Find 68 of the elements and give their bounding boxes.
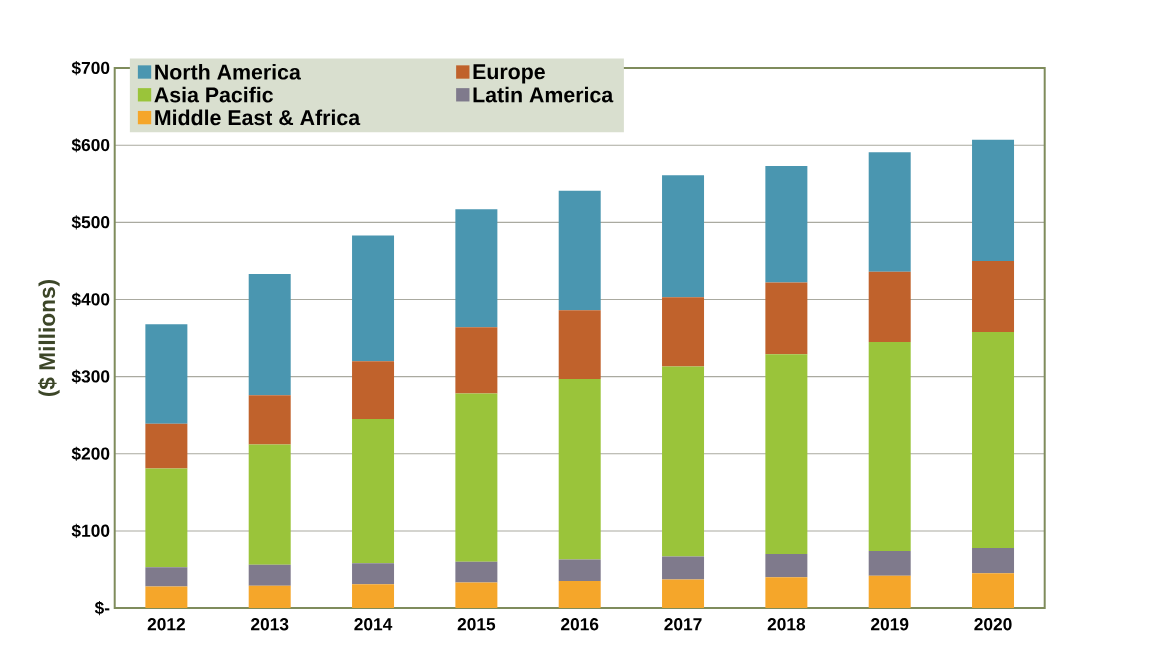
x-tick-label: 2020 bbox=[974, 618, 1012, 631]
bar bbox=[352, 563, 395, 585]
y-tick-label: $- bbox=[94, 600, 110, 616]
bar bbox=[352, 419, 395, 564]
y-tick-label: $500 bbox=[71, 215, 110, 230]
bar bbox=[352, 584, 395, 609]
bar bbox=[558, 559, 601, 582]
bar bbox=[662, 366, 705, 557]
bar bbox=[868, 341, 911, 551]
bar bbox=[868, 575, 911, 609]
bar bbox=[248, 564, 291, 586]
bar bbox=[145, 423, 188, 469]
x-tick-label: 2014 bbox=[354, 618, 393, 631]
x-tick-label: 2013 bbox=[251, 618, 289, 631]
bar bbox=[145, 468, 188, 568]
bar bbox=[558, 310, 601, 379]
y-tick-label: $400 bbox=[71, 292, 110, 307]
legend-label: Europe bbox=[473, 64, 545, 84]
bar bbox=[145, 324, 188, 424]
x-tick-label: 2015 bbox=[457, 618, 496, 631]
x-tick-label: 2012 bbox=[147, 618, 185, 631]
bar bbox=[765, 282, 808, 355]
legend-label: Latin America bbox=[473, 86, 614, 103]
bar bbox=[765, 577, 808, 609]
bar bbox=[455, 327, 498, 394]
bar bbox=[868, 271, 911, 342]
y-tick-label: $100 bbox=[71, 523, 110, 539]
legend-label: North America bbox=[155, 63, 301, 80]
y-tick-label: $700 bbox=[71, 61, 110, 76]
x-tick-label: 2018 bbox=[767, 618, 806, 631]
legend-label: Asia Pacific bbox=[154, 86, 273, 103]
bar bbox=[248, 444, 291, 565]
bar bbox=[248, 395, 291, 445]
y-axis-title: ($ Millions) bbox=[38, 280, 60, 397]
legend-label: Middle East & Africa bbox=[155, 109, 361, 126]
bar bbox=[248, 274, 291, 396]
bar bbox=[972, 573, 1015, 609]
bar bbox=[765, 354, 808, 555]
bar bbox=[868, 152, 911, 272]
x-tick-label: 2016 bbox=[561, 618, 599, 631]
bar bbox=[972, 139, 1015, 261]
y-tick-label: $600 bbox=[71, 138, 110, 153]
bar bbox=[662, 297, 705, 367]
bar bbox=[972, 260, 1015, 332]
bar bbox=[352, 235, 395, 362]
bar bbox=[455, 561, 498, 583]
bar bbox=[765, 554, 808, 578]
bar bbox=[558, 581, 601, 609]
bar bbox=[145, 586, 188, 609]
x-tick-label: 2019 bbox=[871, 618, 909, 631]
y-tick-label: $300 bbox=[71, 369, 110, 384]
bar bbox=[455, 393, 498, 562]
bar bbox=[455, 209, 498, 328]
bar bbox=[972, 547, 1015, 574]
bar bbox=[662, 556, 705, 580]
bar bbox=[248, 585, 291, 609]
x-tick-label: 2017 bbox=[664, 618, 702, 631]
bar bbox=[455, 582, 498, 609]
bar bbox=[558, 378, 601, 560]
bar bbox=[352, 361, 395, 420]
y-tick-label: $200 bbox=[71, 446, 110, 461]
bar bbox=[558, 190, 601, 311]
bar bbox=[765, 166, 808, 283]
bar bbox=[868, 550, 911, 576]
bar bbox=[662, 579, 705, 609]
bar bbox=[662, 175, 705, 298]
bar bbox=[145, 567, 188, 587]
bar bbox=[972, 331, 1015, 548]
